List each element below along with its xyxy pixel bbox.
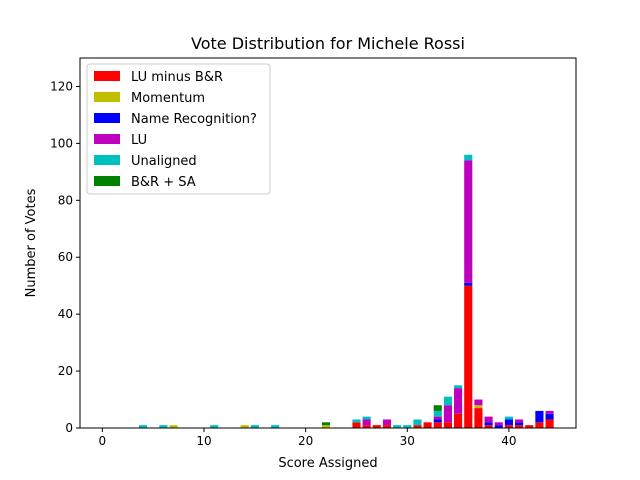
bar-b-r-sa-score-22 xyxy=(321,422,331,426)
chart-title: Vote Distribution for Michele Rossi xyxy=(191,34,465,53)
x-axis-label: Score Assigned xyxy=(278,456,377,471)
bar-lu-minus-b-r-score-31 xyxy=(413,425,422,428)
bar-name-recognition--score-44 xyxy=(545,413,554,420)
legend-label-lu: LU xyxy=(131,133,147,148)
bar-lu-minus-b-r-score-33 xyxy=(433,422,442,428)
x-tick-label: 30 xyxy=(400,434,415,448)
bar-lu-minus-b-r-score-32 xyxy=(423,422,432,428)
x-tick-label: 40 xyxy=(501,434,516,448)
bar-unaligned-score-17 xyxy=(271,425,280,428)
bar-lu-minus-b-r-score-34 xyxy=(443,422,452,428)
bar-lu-score-36 xyxy=(464,160,473,283)
bar-lu-score-37 xyxy=(474,399,483,406)
bar-lu-score-39 xyxy=(494,422,503,426)
bar-unaligned-score-40 xyxy=(504,416,513,420)
bar-unaligned-score-34 xyxy=(443,396,452,406)
bar-lu-minus-b-r-score-43 xyxy=(535,422,544,428)
bar-name-recognition--score-39 xyxy=(494,425,503,428)
bar-name-recognition--score-36 xyxy=(464,282,473,286)
bar-name-recognition--score-33 xyxy=(433,419,442,423)
bar-lu-minus-b-r-score-38 xyxy=(484,425,493,428)
bar-unaligned-score-25 xyxy=(352,419,361,423)
bar-unaligned-score-29 xyxy=(393,425,402,428)
bar-name-recognition--score-38 xyxy=(484,422,493,426)
bar-lu-score-41 xyxy=(515,419,524,423)
bar-unaligned-score-15 xyxy=(250,425,259,428)
bar-momentum-score-7 xyxy=(169,425,178,428)
bar-momentum-score-14 xyxy=(240,425,249,428)
bar-unaligned-score-36 xyxy=(464,154,473,161)
bar-stacks xyxy=(138,154,554,428)
y-tick-label: 100 xyxy=(50,136,73,150)
bar-lu-score-38 xyxy=(484,416,493,423)
legend-frame xyxy=(86,63,271,195)
bar-unaligned-score-4 xyxy=(138,425,148,428)
y-tick-label: 120 xyxy=(50,79,73,93)
bar-b-r-sa-score-33 xyxy=(433,405,442,411)
bar-momentum-score-37 xyxy=(474,405,483,409)
legend-swatch-name-recognition- xyxy=(94,113,120,123)
y-tick-label: 40 xyxy=(58,307,73,321)
plot-frame xyxy=(79,57,577,429)
legend-label-momentum: Momentum xyxy=(131,91,205,106)
y-tick-label: 0 xyxy=(65,421,73,435)
legend-label-b-r-sa: B&R + SA xyxy=(131,175,196,190)
x-tick-label: 0 xyxy=(99,434,107,448)
bar-unaligned-score-11 xyxy=(210,425,219,428)
y-axis-ticks: 0 20 40 60 80 100 120 xyxy=(50,79,80,435)
bar-lu-minus-b-r-score-36 xyxy=(464,285,473,428)
bar-lu-score-35 xyxy=(454,388,463,414)
x-axis-ticks: 0 10 20 30 40 xyxy=(99,428,517,448)
y-tick-label: 80 xyxy=(58,193,73,207)
bar-lu-minus-b-r-score-28 xyxy=(382,425,392,428)
x-tick-label: 20 xyxy=(298,434,313,448)
bar-lu-minus-b-r-score-27 xyxy=(372,425,381,428)
bar-lu-minus-b-r-score-37 xyxy=(474,408,483,428)
bar-lu-minus-b-r-score-44 xyxy=(545,419,554,428)
bar-momentum-score-22 xyxy=(321,425,331,428)
bar-unaligned-score-33 xyxy=(433,410,442,417)
bar-lu-minus-b-r-score-35 xyxy=(454,413,463,428)
legend-swatch-momentum xyxy=(94,92,120,102)
bar-unaligned-score-6 xyxy=(159,425,168,428)
legend-label-name-recognition-: Name Recognition? xyxy=(131,112,257,127)
bar-name-recognition--score-40 xyxy=(504,419,513,426)
x-tick-label: 10 xyxy=(196,434,211,448)
legend-label-lu-minus-b-r: LU minus B&R xyxy=(131,70,223,85)
y-tick-label: 20 xyxy=(58,364,73,378)
legend-swatch-lu xyxy=(94,134,120,144)
y-axis-label: Number of Votes xyxy=(24,188,39,297)
legend-swatch-b-r-sa xyxy=(94,176,120,186)
bar-lu-minus-b-r-score-40 xyxy=(504,425,513,428)
bar-lu-minus-b-r-score-25 xyxy=(352,422,361,428)
bar-lu-score-34 xyxy=(443,405,452,423)
bar-unaligned-score-26 xyxy=(362,416,371,420)
legend-swatch-unaligned xyxy=(94,155,120,165)
bar-lu-minus-b-r-score-41 xyxy=(515,425,524,428)
bar-lu-score-28 xyxy=(382,419,392,426)
bar-name-recognition--score-43 xyxy=(535,410,544,423)
bar-lu-score-44 xyxy=(545,410,554,414)
y-tick-label: 60 xyxy=(58,250,73,264)
bar-lu-minus-b-r-score-42 xyxy=(525,425,534,428)
bar-unaligned-score-35 xyxy=(454,385,463,389)
bar-unaligned-score-30 xyxy=(403,425,412,428)
bar-lu-minus-b-r-score-26 xyxy=(362,425,371,428)
legend-label-unaligned: Unaligned xyxy=(131,154,197,169)
bar-name-recognition--score-41 xyxy=(515,422,524,426)
legend-swatch-lu-minus-b-r xyxy=(94,71,120,81)
bar-lu-score-26 xyxy=(362,419,371,426)
legend: LU minus B&R Momentum Name Recognition? LU U… xyxy=(86,63,271,195)
bar-lu-score-33 xyxy=(433,416,442,420)
bar-unaligned-score-31 xyxy=(413,419,422,426)
